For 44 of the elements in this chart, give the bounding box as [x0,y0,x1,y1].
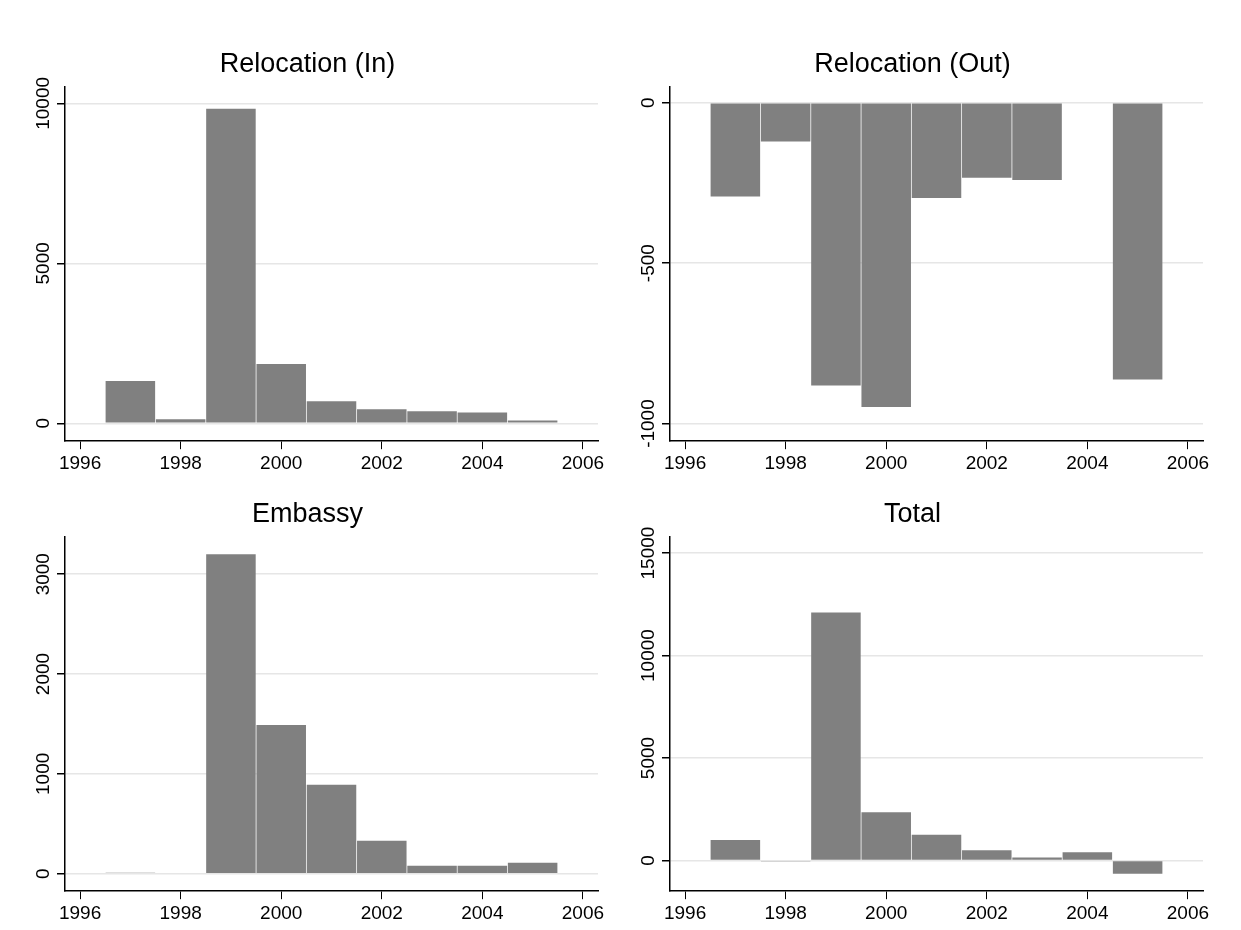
x-tick-label: 2002 [965,451,1008,473]
x-tick-label: 2006 [1166,451,1210,473]
y-tick-label: -500 [636,244,658,283]
y-tick-label: 3000 [31,553,53,596]
y-tick-label: 0 [636,855,658,866]
x-tick-label: 1996 [663,451,707,473]
y-tick-label: 15000 [636,526,658,580]
y-tick-label: 5000 [31,242,53,285]
y-tick-label: 0 [31,417,53,429]
x-tick-label: 1998 [159,451,202,473]
chart-title: Total [883,497,942,528]
y-tick-label: 0 [31,868,53,879]
x-tick-label: 2004 [1066,901,1109,923]
x-tick-label: 1998 [159,901,202,923]
x-tick-label: 2006 [561,901,605,923]
x-tick-label: 2004 [461,901,504,923]
x-tick-label: 2002 [360,901,403,923]
bar [1112,861,1163,874]
x-tick-label: 2006 [561,451,605,473]
x-tick-label: 2002 [965,901,1008,923]
x-tick-label: 2004 [461,451,504,473]
x-tick-label: 2000 [260,901,303,923]
x-tick-label: 1996 [58,901,102,923]
x-tick-label: 1998 [764,901,807,923]
x-tick-label: 2000 [260,451,303,473]
y-tick-label: 2000 [31,652,53,696]
y-tick-label: 5000 [636,736,658,780]
y-tick-label: 10000 [31,76,53,130]
x-tick-label: 1996 [58,451,102,473]
chart-title: Relocation (Out) [814,47,1011,78]
x-tick-label: 2006 [1166,901,1210,923]
x-tick-label: 2004 [1066,451,1109,473]
y-tick-label: 0 [636,97,658,109]
x-tick-label: 1998 [764,451,807,473]
bar [710,839,761,860]
y-tick-label: 1000 [31,752,53,795]
y-tick-label: 10000 [636,629,658,682]
x-tick-label: 2002 [360,451,403,473]
y-tick-label: -1000 [636,399,658,448]
x-tick-label: 2000 [865,901,908,923]
chart-title: Relocation (In) [219,47,396,78]
x-tick-label: 2000 [865,451,908,473]
x-tick-label: 1996 [663,901,707,923]
chart-title: Embassy [251,497,364,528]
